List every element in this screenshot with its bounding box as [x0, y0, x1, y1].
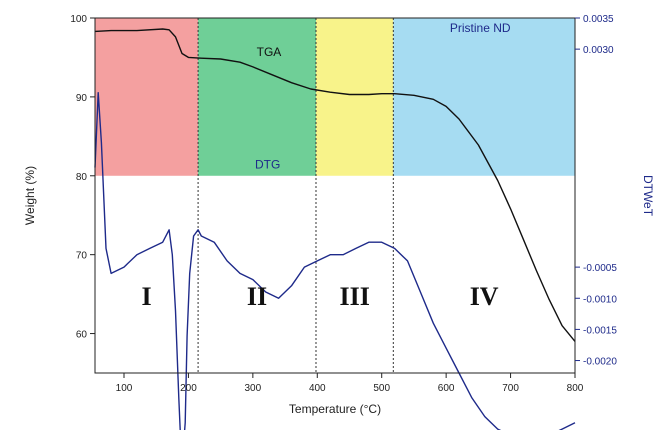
tga-line [94, 28, 576, 342]
x-tick-label: 500 [373, 383, 390, 394]
region-label-III: III [339, 282, 369, 311]
region-label-I: I [141, 282, 151, 311]
y-left-tick-label: 100 [70, 14, 87, 25]
region-label-IV: IV [470, 282, 499, 311]
region-I-band [95, 18, 199, 176]
x-axis-title: Temperature (°C) [289, 402, 381, 416]
x-tick-label: 200 [180, 383, 197, 394]
series-annotations: TGA DTG Pristine ND [255, 21, 511, 171]
region-III-band [315, 18, 394, 176]
y-left-tick-label: 60 [76, 330, 88, 341]
x-tick-label: 800 [567, 383, 584, 394]
x-tick-label: 700 [502, 383, 519, 394]
y-axis-right-title: DTWeT [641, 175, 655, 217]
y-right-tick-label: -0.0015 [583, 325, 617, 336]
axis-tick-labels: 100 200 300 400 500 600 700 800 60 70 80 90 100 0.003… [70, 14, 617, 394]
x-tick-label: 300 [245, 383, 262, 394]
region-labels: I II III IV [141, 282, 498, 311]
annotation-tga: TGA [257, 45, 282, 59]
y-right-tick-label: 0.0035 [583, 14, 614, 25]
x-tick-label: 100 [116, 383, 133, 394]
annotation-pristine-nd: Pristine ND [450, 21, 511, 35]
y-right-tick-label: -0.0020 [583, 357, 617, 368]
y-left-tick-label: 80 [76, 172, 88, 183]
region-label-II: II [247, 282, 267, 311]
x-tick-label: 400 [309, 383, 326, 394]
region-II-band [198, 18, 316, 176]
y-left-tick-label: 90 [76, 93, 88, 104]
y-right-tick-label: -0.0010 [583, 294, 617, 305]
y-left-tick-label: 70 [76, 251, 88, 262]
y-axis-left-title: Weight (%) [23, 166, 37, 225]
thermal-regions [95, 18, 575, 176]
axis-ticks [90, 17, 580, 378]
annotation-dtg: DTG [255, 158, 280, 172]
y-right-tick-label: -0.0005 [583, 263, 617, 274]
dtg-line [94, 92, 576, 430]
data-series [94, 28, 576, 430]
y-right-tick-label: 0.0030 [583, 45, 614, 56]
region-dividers [197, 18, 394, 373]
x-tick-label: 600 [438, 383, 455, 394]
plot-frame [94, 17, 576, 374]
